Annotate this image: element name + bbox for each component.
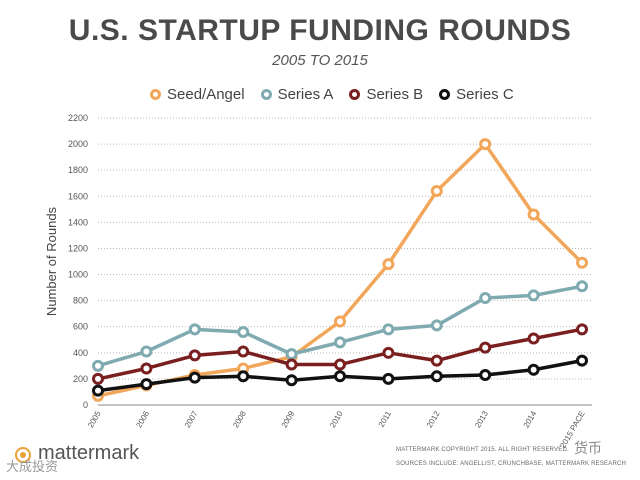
data-point [285,374,298,387]
y-tick-label: 800 [73,296,88,306]
data-point [382,258,395,271]
watermark-left: 大成投资 [6,459,59,474]
data-point [382,323,395,336]
legend-label-series-a: Series A [277,86,334,103]
copyright-text: MATTERMARK COPYRIGHT 2015. ALL RIGHT RES… [396,447,569,453]
data-point [334,370,346,383]
legend-marker-series-c [439,89,451,100]
y-tick-label: 1200 [68,243,88,253]
data-point [576,323,588,336]
data-point [237,370,250,383]
y-tick-label: 200 [73,374,88,384]
y-tick-label: 2200 [68,113,88,123]
legend-item-seed-angel: Seed/Angel [150,86,245,103]
data-point [430,185,443,198]
data-point [527,208,540,221]
data-point [479,341,492,354]
data-point [576,256,588,269]
brand-name: mattermark [38,442,140,464]
x-tick-label: 2011 [377,409,394,429]
data-point [576,280,588,293]
y-axis-label: Number of Rounds [44,206,59,316]
y-tick-label: 2000 [68,139,88,149]
data-point [382,346,395,359]
data-point [430,319,443,332]
data-point [430,370,443,383]
series-line-seed-angel [97,142,584,398]
data-point [527,363,540,376]
data-point [479,368,492,381]
data-point [92,359,104,372]
data-point [576,354,588,367]
x-tick-label: 2012 [425,409,442,429]
chart-title: U.S. STARTUP FUNDING ROUNDS [68,14,572,47]
data-point [285,348,298,361]
chart-subtitle: 2005 TO 2015 [272,52,368,69]
y-tick-label: 1000 [68,270,88,280]
x-tick-label: 2006 [134,409,151,429]
data-point [92,372,104,385]
y-tick-label: 1400 [68,217,88,227]
data-point [334,358,346,371]
legend-label-series-b: Series B [366,86,424,103]
mattermark-logo-icon [15,447,31,463]
data-point [334,336,346,349]
data-point [188,323,201,336]
data-point [140,378,153,391]
sources-text: SOURCES INCLUDE: ANGELLIST, CRUNCHBASE, … [396,461,627,467]
data-point [285,358,298,371]
legend-marker-series-b [349,89,361,100]
data-point [140,362,153,375]
data-point [527,332,540,345]
data-point [237,345,250,358]
data-point [527,289,540,302]
x-tick-label: 2005 [86,409,103,429]
data-point [334,315,346,328]
legend-item-series-c: Series C [439,86,514,103]
legend-marker-series-a [260,89,272,100]
data-point [188,371,201,384]
data-point [92,384,104,397]
y-tick-label: 1600 [68,191,88,201]
data-point [479,292,492,305]
data-point [140,345,153,358]
data-point [188,349,201,362]
x-tick-label: 2007 [183,409,200,429]
data-point [382,372,395,385]
x-tick-label: 2014 [522,409,539,429]
x-tick-label: 2010 [328,409,345,429]
data-point [237,325,250,338]
x-tick-label: 2008 [231,409,248,429]
data-point [479,138,492,151]
data-point [430,354,443,367]
legend-label-series-c: Series C [456,86,514,103]
legend: Seed/Angel Series A Series B Series C [150,86,514,103]
legend-item-series-b: Series B [349,86,423,103]
legend-item-series-a: Series A [260,86,334,103]
watermark-right: 货币 [574,440,602,456]
x-tick-label: 2013 [473,409,490,429]
legend-label-seed-angel: Seed/Angel [167,86,245,103]
x-tick-label: 2009 [280,409,297,429]
y-tick-label: 600 [73,322,88,332]
y-tick-label: 0 [83,400,88,410]
legend-marker-seed-angel [150,89,161,100]
y-tick-label: 400 [73,348,88,358]
y-tick-label: 1800 [68,165,88,175]
